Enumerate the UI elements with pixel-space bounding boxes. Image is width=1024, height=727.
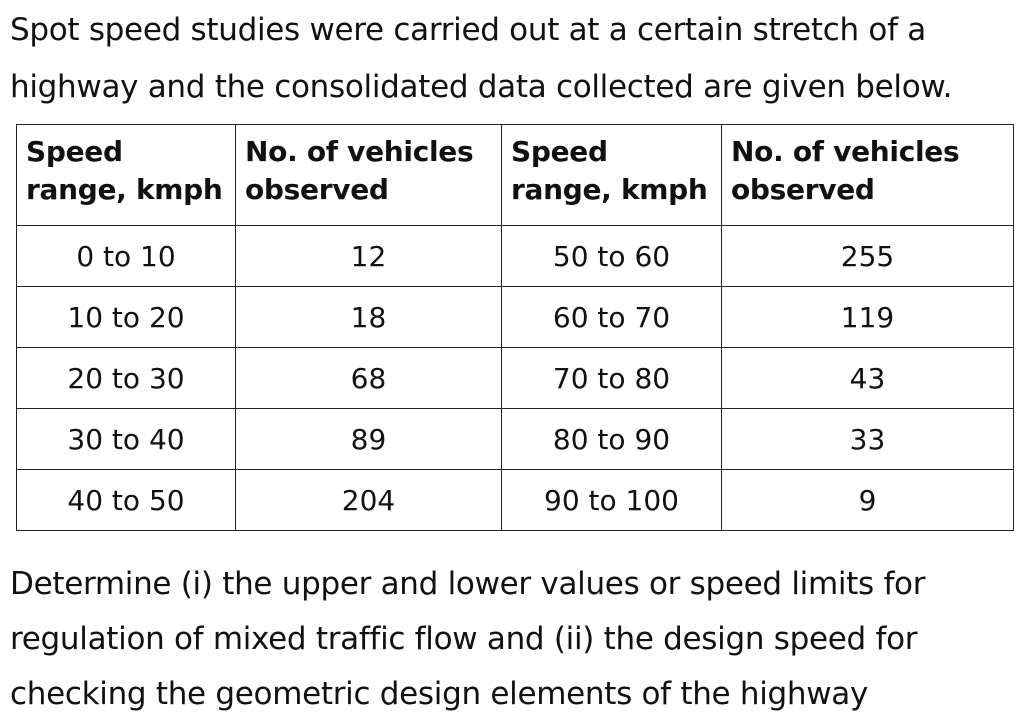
speed-range-cell: 60 to 70 <box>501 286 722 348</box>
header-vehicles-observed-1: No. of vehicles observed <box>235 124 502 226</box>
header-speed-range-2: Speed range, kmph <box>501 124 722 226</box>
header-speed-range-1: Speed range, kmph <box>16 124 236 226</box>
speed-range-cell: 70 to 80 <box>501 347 722 409</box>
vehicle-count-cell: 68 <box>235 347 502 409</box>
speed-range-cell: 90 to 100 <box>501 469 722 531</box>
question-paragraph: Determine (i) the upper and lower values… <box>10 566 926 712</box>
vehicle-count-cell: 255 <box>721 225 1014 287</box>
vehicle-count-cell: 12 <box>235 225 502 287</box>
table-header-row: Speed range, kmph No. of vehicles observ… <box>16 124 1014 226</box>
speed-range-cell: 10 to 20 <box>16 286 236 348</box>
header-vehicles-observed-2: No. of vehicles observed <box>721 124 1014 226</box>
speed-data-table: Speed range, kmph No. of vehicles observ… <box>16 124 1014 531</box>
vehicle-count-cell: 89 <box>235 408 502 470</box>
vehicle-count-cell: 43 <box>721 347 1014 409</box>
table-row: 40 to 50 204 90 to 100 9 <box>16 469 1014 531</box>
speed-range-cell: 20 to 30 <box>16 347 236 409</box>
speed-range-cell: 80 to 90 <box>501 408 722 470</box>
intro-paragraph: Spot speed studies were carried out at a… <box>10 12 953 105</box>
speed-range-cell: 30 to 40 <box>16 408 236 470</box>
table-row: 30 to 40 89 80 to 90 33 <box>16 408 1014 470</box>
vehicle-count-cell: 119 <box>721 286 1014 348</box>
vehicle-count-cell: 9 <box>721 469 1014 531</box>
vehicle-count-cell: 33 <box>721 408 1014 470</box>
speed-range-cell: 50 to 60 <box>501 225 722 287</box>
table-row: 20 to 30 68 70 to 80 43 <box>16 347 1014 409</box>
speed-range-cell: 0 to 10 <box>16 225 236 287</box>
speed-range-cell: 40 to 50 <box>16 469 236 531</box>
table-row: 0 to 10 12 50 to 60 255 <box>16 225 1014 287</box>
vehicle-count-cell: 18 <box>235 286 502 348</box>
table-row: 10 to 20 18 60 to 70 119 <box>16 286 1014 348</box>
vehicle-count-cell: 204 <box>235 469 502 531</box>
